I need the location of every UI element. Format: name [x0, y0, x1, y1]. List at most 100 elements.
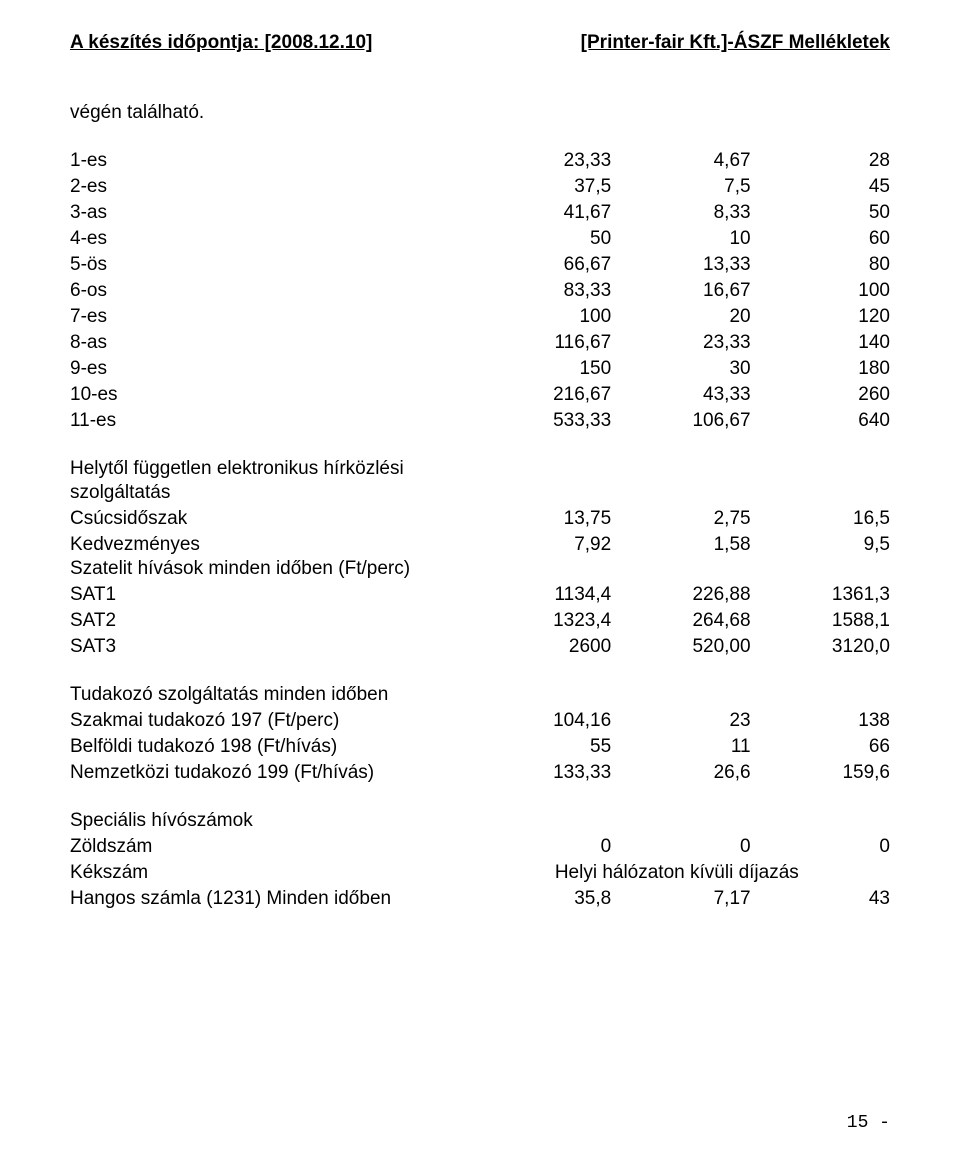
row-v1: 1323,4 — [464, 608, 612, 634]
row-v1: 35,8 — [464, 886, 612, 912]
row-v1: 41,67 — [464, 200, 612, 226]
row-v2: 10 — [611, 226, 750, 252]
helytol-table: Csúcsidőszak13,752,7516,5Kedvezményes7,9… — [70, 506, 890, 558]
row-v2: 4,67 — [611, 148, 750, 174]
row-label: Kedvezményes — [70, 532, 464, 558]
row-v2: 264,68 — [611, 608, 750, 634]
row-label: Zöldszám — [70, 834, 464, 860]
table-row: SAT32600520,003120,0 — [70, 634, 890, 660]
kekszam-text: Helyi hálózaton kívüli díjazás — [464, 860, 890, 886]
row-v3: 3120,0 — [751, 634, 890, 660]
row-label: Belföldi tudakozó 198 (Ft/hívás) — [70, 734, 464, 760]
page-number: 15 - — [847, 1113, 890, 1133]
row-v3: 9,5 — [751, 532, 890, 558]
row-v3: 1588,1 — [751, 608, 890, 634]
tariff-table: 1-es23,334,67282-es37,57,5453-as41,678,3… — [70, 148, 890, 434]
row-v1: 83,33 — [464, 278, 612, 304]
header-right: [Printer-fair Kft.]-ÁSZF Mellékletek — [581, 32, 890, 54]
tudakozo-heading: Tudakozó szolgáltatás minden időben — [70, 684, 890, 706]
row-v2: 43,33 — [611, 382, 750, 408]
row-v2: 520,00 — [611, 634, 750, 660]
table-row: 7-es10020120 — [70, 304, 890, 330]
table-row: Belföldi tudakozó 198 (Ft/hívás)551166 — [70, 734, 890, 760]
row-label: 9-es — [70, 356, 464, 382]
row-label: 4-es — [70, 226, 464, 252]
row-v1: 533,33 — [464, 408, 612, 434]
row-v1: 55 — [464, 734, 612, 760]
row-label: Kékszám — [70, 860, 464, 886]
row-v3: 16,5 — [751, 506, 890, 532]
row-v2: 106,67 — [611, 408, 750, 434]
header-left: A készítés időpontja: [2008.12.10] — [70, 32, 372, 54]
row-v3: 60 — [751, 226, 890, 252]
row-v1: 13,75 — [464, 506, 612, 532]
row-v2: 2,75 — [611, 506, 750, 532]
helytol-heading-2: szolgáltatás — [70, 482, 890, 504]
row-v1: 23,33 — [464, 148, 612, 174]
table-row: 8-as116,6723,33140 — [70, 330, 890, 356]
table-row: 9-es15030180 — [70, 356, 890, 382]
row-v1: 0 — [464, 834, 612, 860]
row-label: SAT2 — [70, 608, 464, 634]
row-label: 7-es — [70, 304, 464, 330]
row-label: 10-es — [70, 382, 464, 408]
row-v2: 20 — [611, 304, 750, 330]
table-row: Kékszám Helyi hálózaton kívüli díjazás — [70, 860, 890, 886]
row-label: 6-os — [70, 278, 464, 304]
row-label: Szakmai tudakozó 197 (Ft/perc) — [70, 708, 464, 734]
row-v1: 216,67 — [464, 382, 612, 408]
table-row: 1-es23,334,6728 — [70, 148, 890, 174]
row-label: 8-as — [70, 330, 464, 356]
row-v3: 43 — [751, 886, 890, 912]
row-v3: 80 — [751, 252, 890, 278]
row-v2: 26,6 — [611, 760, 750, 786]
row-label: Hangos számla (1231) Minden időben — [70, 886, 464, 912]
row-label: Csúcsidőszak — [70, 506, 464, 532]
row-v1: 150 — [464, 356, 612, 382]
row-v1: 100 — [464, 304, 612, 330]
row-v3: 140 — [751, 330, 890, 356]
row-v3: 0 — [751, 834, 890, 860]
row-v2: 23,33 — [611, 330, 750, 356]
document-header: A készítés időpontja: [2008.12.10] [Prin… — [70, 32, 890, 54]
row-label: 1-es — [70, 148, 464, 174]
row-v2: 7,5 — [611, 174, 750, 200]
row-label: SAT1 — [70, 582, 464, 608]
sat-heading: Szatelit hívások minden időben (Ft/perc) — [70, 558, 890, 580]
table-row: Csúcsidőszak13,752,7516,5 — [70, 506, 890, 532]
table-row: Nemzetközi tudakozó 199 (Ft/hívás)133,33… — [70, 760, 890, 786]
sat-table: SAT11134,4226,881361,3 SAT21323,4264,6815… — [70, 582, 890, 660]
row-v2: 11 — [611, 734, 750, 760]
table-row: 6-os83,3316,67100 — [70, 278, 890, 304]
row-v1: 2600 — [464, 634, 612, 660]
table-row: 5-ös66,6713,3380 — [70, 252, 890, 278]
row-v2: 0 — [611, 834, 750, 860]
table-row: Kedvezményes7,921,589,5 — [70, 532, 890, 558]
table-row: Zöldszám 0 0 0 — [70, 834, 890, 860]
row-v3: 138 — [751, 708, 890, 734]
table-row: 4-es501060 — [70, 226, 890, 252]
table-row: Hangos számla (1231) Minden időben 35,8 … — [70, 886, 890, 912]
spec-table: Zöldszám 0 0 0 Kékszám Helyi hálózaton k… — [70, 834, 890, 912]
row-v1: 1134,4 — [464, 582, 612, 608]
row-v3: 50 — [751, 200, 890, 226]
row-v1: 50 — [464, 226, 612, 252]
spec-heading: Speciális hívószámok — [70, 810, 890, 832]
row-v2: 226,88 — [611, 582, 750, 608]
row-label: 3-as — [70, 200, 464, 226]
row-v3: 28 — [751, 148, 890, 174]
table-row: 11-es533,33106,67640 — [70, 408, 890, 434]
row-v3: 159,6 — [751, 760, 890, 786]
row-v1: 104,16 — [464, 708, 612, 734]
row-v3: 100 — [751, 278, 890, 304]
tudakozo-table: Szakmai tudakozó 197 (Ft/perc)104,162313… — [70, 708, 890, 786]
table-row: 3-as41,678,3350 — [70, 200, 890, 226]
row-label: 5-ös — [70, 252, 464, 278]
row-v2: 8,33 — [611, 200, 750, 226]
row-v1: 116,67 — [464, 330, 612, 356]
intro-text: végén található. — [70, 102, 890, 124]
row-v3: 1361,3 — [751, 582, 890, 608]
helytol-heading-1: Helytől független elektronikus hírközlés… — [70, 458, 890, 480]
row-v1: 133,33 — [464, 760, 612, 786]
row-label: Nemzetközi tudakozó 199 (Ft/hívás) — [70, 760, 464, 786]
